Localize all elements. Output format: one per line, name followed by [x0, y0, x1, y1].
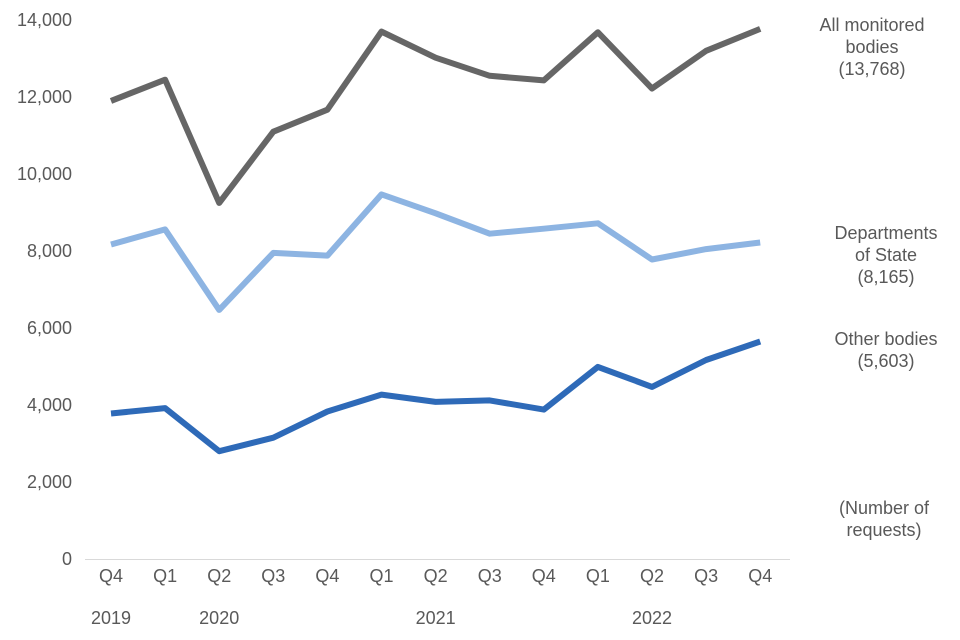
- y-tick-label: 4,000: [27, 395, 72, 415]
- x-tick-label: Q4: [315, 566, 339, 586]
- y-tick-label: 8,000: [27, 241, 72, 261]
- x-tick-label: Q1: [153, 566, 177, 586]
- y-tick-label: 6,000: [27, 318, 72, 338]
- unit-note-line: (Number of: [839, 498, 930, 518]
- year-label: 2021: [416, 608, 456, 628]
- y-tick-label: 2,000: [27, 472, 72, 492]
- series-label-line: (5,603): [857, 351, 914, 371]
- y-tick-label: 14,000: [17, 10, 72, 30]
- year-label: 2019: [91, 608, 131, 628]
- x-axis-quarter-labels: Q4 Q1 Q2 Q3 Q4 Q1 Q2 Q3 Q4 Q1 Q2 Q3 Q4: [99, 566, 772, 586]
- unit-note-line: requests): [846, 520, 921, 540]
- unit-note: (Number of requests): [839, 498, 930, 540]
- x-tick-label: Q3: [261, 566, 285, 586]
- x-tick-label: Q2: [207, 566, 231, 586]
- series-line-other: [110, 338, 762, 455]
- series-label-line: All monitored: [819, 15, 924, 35]
- x-axis-year-labels: 2019 2020 2021 2022: [91, 608, 672, 628]
- series-label-line: Other bodies: [834, 329, 937, 349]
- series-labels: All monitored bodies (13,768) Departments of…: [819, 15, 937, 371]
- y-axis-tick-labels: 0 2,000 4,000 6,000 8,000 10,000 12,000 14,000: [17, 10, 72, 569]
- x-tick-label: Q2: [640, 566, 664, 586]
- x-tick-label: Q3: [694, 566, 718, 586]
- x-tick-label: Q1: [586, 566, 610, 586]
- series-label-line: Departments: [834, 223, 937, 243]
- series-lines: [109, 26, 762, 455]
- x-tick-label: Q4: [748, 566, 772, 586]
- series-label-line: bodies: [845, 37, 898, 57]
- series-label-line: of State: [855, 245, 917, 265]
- series-label-line: (13,768): [838, 59, 905, 79]
- y-tick-label: 12,000: [17, 87, 72, 107]
- year-label: 2022: [632, 608, 672, 628]
- x-tick-label: Q4: [99, 566, 123, 586]
- x-tick-label: Q1: [369, 566, 393, 586]
- unit-note-text: (Number of requests): [839, 498, 930, 540]
- y-tick-label: 0: [62, 549, 72, 569]
- series-label-departments: Departments of State (8,165): [834, 223, 937, 287]
- series-label-line: (8,165): [857, 267, 914, 287]
- x-tick-label: Q2: [424, 566, 448, 586]
- x-tick-label: Q3: [478, 566, 502, 586]
- y-tick-label: 10,000: [17, 164, 72, 184]
- series-label-all: All monitored bodies (13,768): [819, 15, 924, 79]
- year-label: 2020: [199, 608, 239, 628]
- x-tick-label: Q4: [532, 566, 556, 586]
- series-line-all: [109, 26, 762, 206]
- series-label-other: Other bodies (5,603): [834, 329, 937, 371]
- series-line-departments: [110, 191, 761, 313]
